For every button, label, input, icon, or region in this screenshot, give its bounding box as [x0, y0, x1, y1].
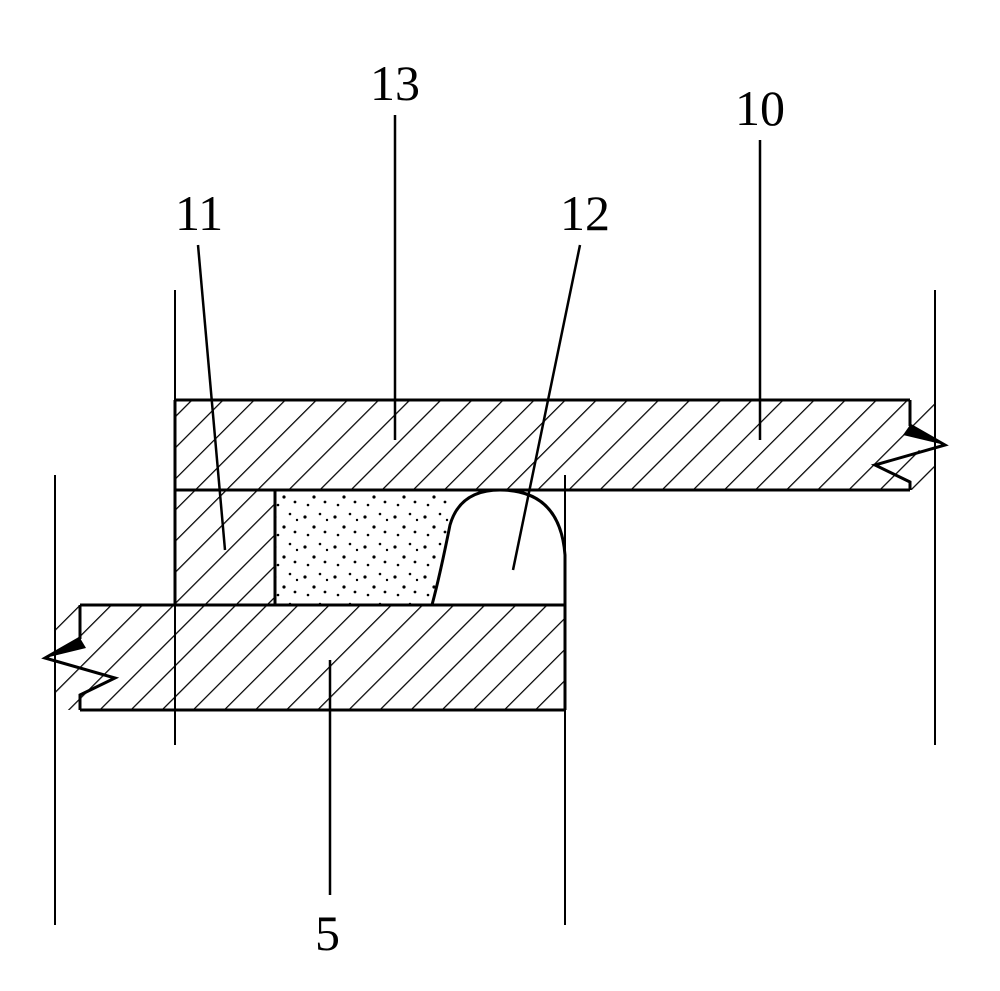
label-12: 12 — [560, 185, 610, 241]
label-5: 5 — [315, 905, 340, 961]
upper-slab — [175, 400, 945, 490]
label-13: 13 — [370, 55, 420, 111]
lower-slab — [45, 605, 565, 710]
label-11: 11 — [175, 185, 223, 241]
dome-element — [432, 490, 565, 605]
label-10: 10 — [735, 80, 785, 136]
stipple-filler — [275, 490, 450, 605]
